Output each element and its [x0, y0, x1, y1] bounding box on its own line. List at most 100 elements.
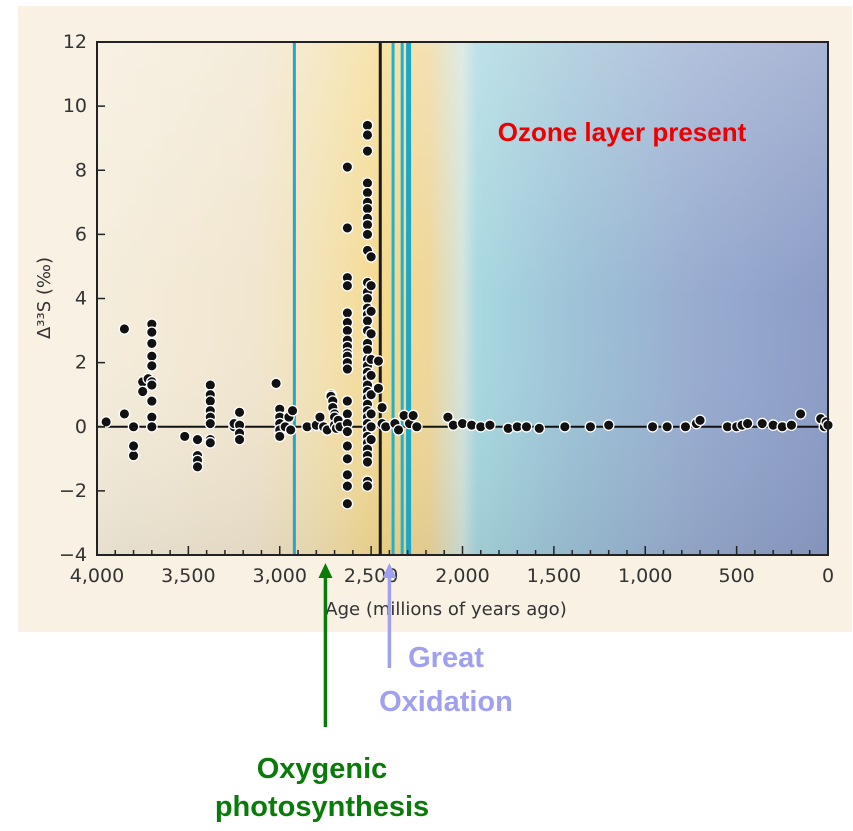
x-tick-label: 3,000 [253, 565, 307, 587]
data-point [661, 420, 674, 433]
data-point [204, 417, 217, 430]
data-point [361, 186, 374, 199]
data-point [341, 222, 354, 234]
data-point [314, 411, 326, 423]
data-point [127, 449, 140, 462]
data-point [365, 250, 377, 263]
data-point [646, 420, 659, 433]
y-axis-title: Δ³³S (‰) [34, 257, 55, 339]
data-point [136, 385, 149, 398]
y-tick-label: 2 [75, 352, 87, 374]
y-tick-label: 8 [75, 159, 87, 181]
great-oxidation-label-line2: Oxidation [379, 686, 513, 718]
data-point [365, 305, 377, 318]
data-point [286, 404, 299, 417]
data-point [365, 369, 377, 382]
y-tick-label: 4 [75, 288, 87, 310]
data-point [145, 411, 158, 423]
oxygenic-photosynthesis-label-line2: photosynthesis [215, 791, 429, 823]
data-point [204, 395, 217, 407]
data-point [145, 337, 158, 350]
data-point [679, 420, 692, 433]
data-point [341, 307, 354, 319]
data-point [341, 363, 354, 375]
data-point [270, 377, 282, 390]
data-point [191, 460, 204, 473]
data-point [341, 324, 354, 337]
x-axis-title: Age (millions of years ago) [325, 599, 566, 620]
data-point [741, 417, 754, 430]
data-point [145, 379, 158, 391]
great-oxidation-label-line1: Great [408, 642, 484, 674]
x-tick-label: 0 [822, 565, 834, 587]
data-point [602, 419, 615, 431]
data-point [365, 327, 377, 340]
data-point [145, 326, 158, 339]
arrow-head [318, 563, 333, 578]
data-point [204, 379, 217, 391]
x-tick-label: 4,000 [70, 565, 124, 587]
data-point [361, 456, 374, 468]
ozone-annotation: Ozone layer present [498, 117, 747, 147]
data-point [785, 419, 798, 431]
data-point [361, 480, 374, 492]
data-point [365, 279, 377, 292]
data-point [410, 420, 423, 433]
data-point [361, 218, 374, 231]
data-point [118, 408, 131, 420]
y-tick-label: 10 [63, 95, 87, 117]
data-point [372, 382, 385, 395]
data-point [794, 408, 807, 420]
data-point [191, 433, 204, 446]
x-tick-label: 2,500 [344, 565, 398, 587]
data-point [118, 323, 131, 335]
x-tick-label: 1,500 [527, 565, 581, 587]
data-point [178, 430, 191, 443]
y-tick-label: 0 [75, 416, 87, 438]
data-point [361, 315, 374, 327]
data-point [145, 395, 158, 407]
data-point [341, 468, 354, 481]
x-tick-label: 2,000 [435, 565, 489, 587]
data-point [361, 177, 374, 189]
data-point [284, 424, 297, 436]
data-point [365, 388, 377, 401]
data-point [100, 416, 112, 428]
data-point [341, 440, 354, 452]
data-point [407, 409, 420, 422]
data-point [341, 480, 354, 492]
data-point [558, 420, 571, 433]
data-point [341, 452, 354, 465]
data-point [233, 433, 246, 446]
data-point [127, 440, 140, 452]
data-point [127, 420, 140, 433]
data-point [204, 436, 217, 449]
y-tick-label: 12 [63, 31, 87, 53]
data-point [372, 355, 385, 367]
data-point [442, 411, 454, 423]
data-point [341, 279, 354, 292]
data-point [341, 408, 354, 420]
data-point [361, 129, 374, 141]
data-point [365, 433, 377, 446]
y-axis: −4 −2 0 2 4 6 8 10 12 [59, 31, 105, 566]
data-point [361, 202, 374, 215]
x-tick-label: 500 [718, 565, 754, 587]
data-point [341, 425, 354, 438]
data-point [341, 395, 354, 407]
data-point [694, 414, 706, 427]
data-point [341, 497, 354, 510]
y-tick-label: −2 [59, 480, 87, 502]
vertical-lines [292, 42, 412, 555]
data-points [100, 119, 834, 510]
data-point [533, 422, 546, 435]
data-point [361, 292, 374, 305]
data-point [361, 145, 374, 157]
x-tick-label: 3,500 [161, 565, 215, 587]
data-point [233, 406, 246, 419]
data-point [273, 430, 286, 443]
data-point [341, 161, 354, 173]
plot-shade [97, 42, 828, 555]
arrow-head [382, 563, 397, 578]
data-point [145, 350, 158, 363]
